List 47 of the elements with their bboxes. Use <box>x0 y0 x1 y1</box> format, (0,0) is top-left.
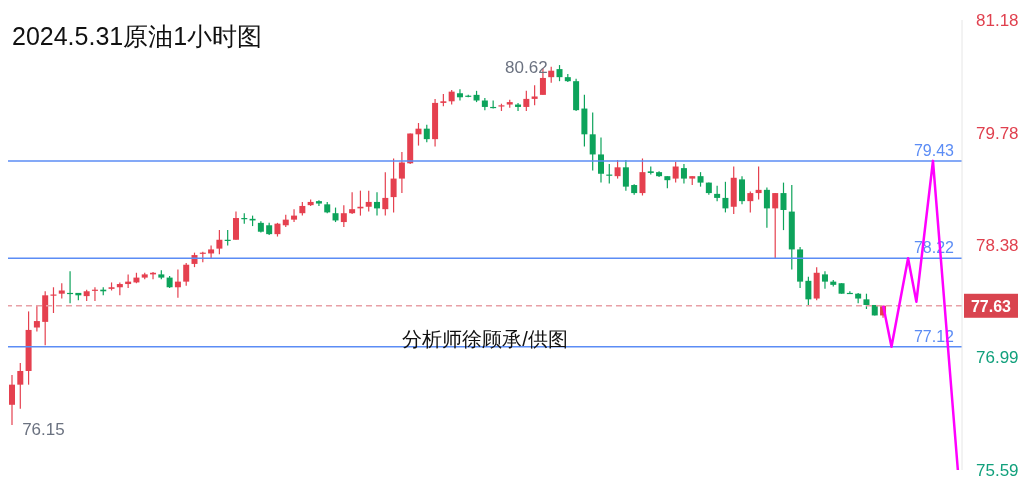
candlestick <box>382 171 389 217</box>
candlestick <box>614 159 621 180</box>
candlestick <box>531 84 538 106</box>
y-tick-label: 78.38 <box>976 236 1019 256</box>
y-tick-label: 75.59 <box>976 461 1019 480</box>
annotation: 分析师徐顾承/供图 <box>402 328 568 350</box>
line-series <box>881 159 960 470</box>
candlestick <box>33 304 40 333</box>
candlestick <box>208 244 215 259</box>
candlestick <box>680 163 687 185</box>
ref-line-label: 79.43 <box>913 141 955 159</box>
candlestick <box>456 88 463 102</box>
candlestick <box>349 191 356 215</box>
candlestick <box>739 175 746 205</box>
candlestick <box>398 151 405 194</box>
candlestick <box>232 210 239 241</box>
chart-title: 2024.5.31原油1小时图 <box>12 21 263 52</box>
candlestick <box>523 90 530 112</box>
y-tick-label: 79.78 <box>976 123 1019 143</box>
candlestick <box>780 182 787 231</box>
candlestick <box>291 208 298 223</box>
candlestick <box>805 276 812 306</box>
candlestick <box>17 362 24 410</box>
candlestick <box>597 136 604 184</box>
candlestick <box>183 262 190 287</box>
candlestick <box>589 111 596 172</box>
ref-line-label: 77.63 <box>970 297 1012 315</box>
candlestick <box>821 270 828 290</box>
candlestick <box>216 229 223 255</box>
candlestick <box>747 190 754 213</box>
candlestick <box>714 185 721 202</box>
candlestick <box>365 190 372 213</box>
candlestick <box>639 157 646 197</box>
candlestick <box>9 374 15 426</box>
y-tick-label: 81.18 <box>976 11 1019 30</box>
candlestick <box>374 191 381 217</box>
annotation: 80.62 <box>505 58 548 78</box>
candlestick <box>672 161 679 184</box>
candlestick <box>772 192 779 259</box>
candlestick <box>722 181 729 213</box>
y-tick-label: 76.99 <box>976 348 1019 368</box>
candlestick <box>755 165 762 201</box>
candlestick <box>340 204 347 228</box>
candlestick <box>763 186 770 229</box>
candlestick <box>622 159 629 192</box>
candlestick <box>390 157 397 213</box>
annotation: 76.15 <box>22 419 65 439</box>
